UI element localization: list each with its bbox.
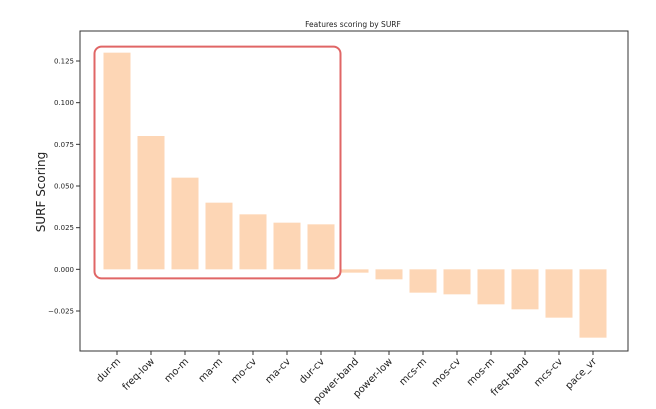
bar-power-low (375, 269, 403, 280)
x-tick-label: mo-cv (229, 356, 259, 386)
y-tick-label: 0.025 (54, 224, 74, 232)
bar-freq-band (511, 269, 539, 310)
x-tick-label: ma-m (197, 356, 225, 384)
y-ticks-group: 0.125 0.100 0.075 0.050 0.025 0.000 −0.025 (48, 58, 80, 316)
y-tick-label: 0.075 (54, 141, 74, 149)
y-axis-label: SURF Scoring (34, 152, 48, 233)
x-tick-label: dur-cv (297, 356, 327, 386)
bar-ma-cv (273, 222, 301, 270)
x-tick-label: dur-m (94, 356, 123, 385)
y-tick-label: 0.125 (54, 58, 74, 66)
y-tick-label: −0.025 (48, 308, 74, 316)
bar-mo-cv (239, 214, 267, 270)
bar-mcs-cv (545, 269, 573, 318)
x-tick-label: ma-cv (263, 356, 293, 386)
x-tick-label: mcs-m (397, 356, 429, 388)
x-tick-label: mos-cv (430, 356, 463, 389)
bar-mos-cv (443, 269, 471, 295)
chart-title: Features scoring by SURF (305, 20, 401, 29)
x-tick-label: pace_vr (564, 356, 600, 392)
bar-dur-cv (307, 224, 335, 270)
bar-pace_vr (579, 269, 607, 338)
y-tick-label: 0.050 (54, 183, 74, 191)
y-tick-label: 0.100 (54, 99, 74, 107)
bar-mos-m (477, 269, 505, 305)
bar-mo-m (171, 177, 199, 270)
x-tick-label: freq-low (121, 356, 157, 392)
bar-dur-m (103, 52, 131, 270)
x-tick-label: mcs-cv (532, 356, 565, 389)
bar-ma-m (205, 202, 233, 270)
bar-power-band (341, 269, 369, 273)
x-tick-label: mo-m (163, 356, 192, 385)
bar-freq-low (137, 136, 165, 270)
bar-mcs-m (409, 269, 437, 293)
highlight-box (93, 45, 342, 280)
plot-area-frame (79, 30, 629, 352)
y-tick-label: 0.000 (54, 266, 74, 274)
x-tick-label: mos-m (465, 356, 497, 388)
bars-group (103, 52, 607, 338)
